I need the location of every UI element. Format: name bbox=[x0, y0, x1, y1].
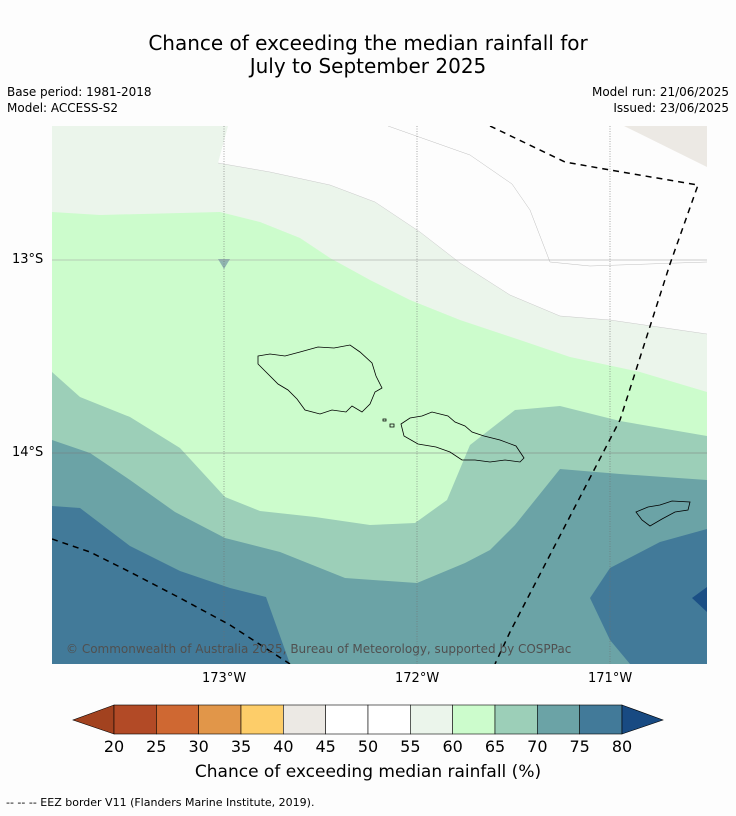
colorbar bbox=[72, 704, 664, 735]
issued-text: Issued: 23/06/2025 bbox=[613, 101, 729, 115]
lat-label-13s: 13°S bbox=[12, 252, 44, 267]
colorbar-over-arrow bbox=[621, 704, 664, 735]
colorbar-tick-label: 50 bbox=[357, 737, 379, 756]
lon-label-172w: 172°W bbox=[395, 671, 440, 686]
lat-label-14s: 14°S bbox=[12, 445, 44, 460]
map-title-line1: Chance of exceeding the median rainfall … bbox=[148, 31, 588, 55]
map-title-line2: July to September 2025 bbox=[249, 54, 487, 78]
model-text: Model: ACCESS-S2 bbox=[7, 101, 119, 115]
colorbar-swatch bbox=[410, 704, 453, 735]
region-40-45 bbox=[624, 126, 707, 167]
eez-border bbox=[52, 126, 700, 664]
region-80-plus bbox=[692, 587, 707, 612]
model-run-text: Model run: 21/06/2025 bbox=[591, 85, 729, 99]
colorbar-swatch bbox=[367, 704, 411, 735]
colorbar-swatch bbox=[198, 704, 242, 735]
colorbar-tick-label: 45 bbox=[315, 737, 336, 756]
graticule bbox=[52, 126, 707, 664]
lon-label-171w: 171°W bbox=[588, 671, 633, 686]
colorbar-tick-label: 20 bbox=[103, 737, 125, 756]
colorbar-swatch bbox=[452, 704, 496, 735]
colorbar-swatch bbox=[579, 704, 623, 735]
colorbar-under-arrow bbox=[72, 704, 115, 735]
colorbar-swatch bbox=[240, 704, 284, 735]
colorbar-tick-label: 80 bbox=[611, 737, 633, 756]
base-period-text: Base period: 1981-2018 bbox=[7, 85, 152, 99]
colorbar-tick-label: 40 bbox=[273, 737, 294, 756]
colorbar-tick-label: 30 bbox=[188, 737, 209, 756]
colorbar-swatch bbox=[537, 704, 580, 735]
colorbar-tick-label: 55 bbox=[400, 737, 421, 756]
colorbar-tick-label: 60 bbox=[442, 737, 463, 756]
map-panel: © Commonwealth of Australia 2025, Bureau… bbox=[52, 126, 707, 664]
colorbar-tick-label: 35 bbox=[230, 737, 252, 756]
colorbar-tick-label: 70 bbox=[527, 737, 548, 756]
colorbar-swatch bbox=[283, 704, 326, 735]
colorbar-label: Chance of exceeding median rainfall (%) bbox=[194, 762, 542, 782]
colorbar-swatch bbox=[494, 704, 538, 735]
lon-label-173w: 173°W bbox=[202, 671, 247, 686]
region-75-80-east bbox=[590, 529, 707, 664]
colorbar-tick-label: 75 bbox=[569, 737, 590, 756]
colorbar-tick-label: 25 bbox=[146, 737, 167, 756]
colorbar-swatch bbox=[113, 704, 157, 735]
colorbar-swatch bbox=[325, 704, 369, 735]
colorbar-swatch bbox=[156, 704, 199, 735]
colorbar-tick-label: 65 bbox=[484, 737, 506, 756]
coastlines bbox=[257, 344, 691, 527]
copyright-text: © Commonwealth of Australia 2025, Bureau… bbox=[66, 642, 571, 656]
eez-footnote: -- -- -- EEZ border V11 (Flanders Marine… bbox=[6, 796, 315, 809]
